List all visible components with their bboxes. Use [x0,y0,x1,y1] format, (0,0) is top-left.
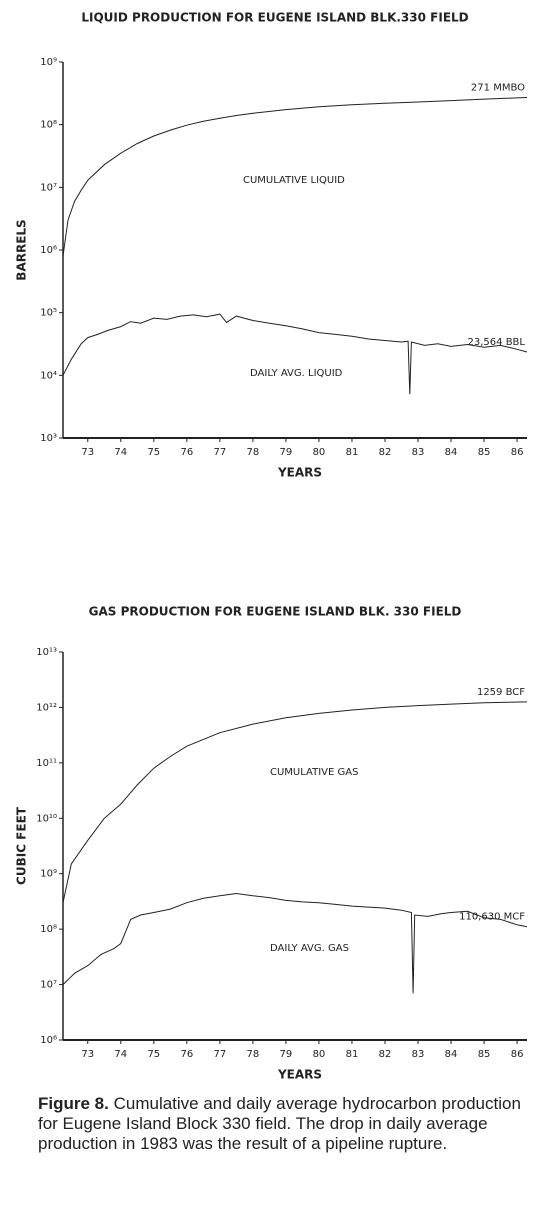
y-tick-label: 10³ [40,433,57,444]
x-tick-label: 84 [445,1049,458,1060]
y-axis-label: BARRELS [15,219,29,280]
x-tick-label: 80 [313,447,326,458]
series-label: CUMULATIVE LIQUID [243,175,345,186]
x-tick-label: 79 [280,447,293,458]
caption-text: Cumulative and daily average hydrocarbon… [38,1094,521,1153]
series-line [62,701,528,903]
x-tick-label: 77 [214,447,227,458]
y-tick-label: 10⁶ [40,1035,57,1046]
y-tick-label: 10⁷ [40,182,57,193]
y-tick-label: 10¹⁰ [36,813,57,824]
chart-title: GAS PRODUCTION FOR EUGENE ISLAND BLK. 33… [89,605,462,619]
value-label: 23,564 BBL [468,337,526,348]
y-tick-label: 10⁸ [40,120,57,131]
x-axis-label: YEARS [277,1068,322,1082]
x-tick-label: 74 [114,1049,127,1060]
x-tick-label: 86 [511,1049,524,1060]
x-tick-label: 81 [346,1049,359,1060]
x-tick-label: 76 [180,1049,193,1060]
x-tick-label: 78 [247,447,260,458]
series-line [62,892,528,994]
x-tick-label: 85 [478,447,491,458]
x-tick-label: 73 [81,447,94,458]
y-tick-label: 10⁴ [40,370,57,381]
x-tick-label: 84 [445,447,458,458]
y-tick-label: 10⁶ [40,245,57,256]
x-axis-label: YEARS [277,466,322,480]
series-label: CUMULATIVE GAS [270,767,358,778]
series-line [62,313,528,395]
y-tick-label: 10⁹ [40,57,57,68]
x-tick-label: 86 [511,447,524,458]
x-tick-label: 73 [81,1049,94,1060]
x-tick-label: 81 [346,447,359,458]
series-label: DAILY AVG. GAS [270,943,349,954]
y-tick-label: 10⁵ [40,308,57,319]
y-tick-label: 10¹¹ [36,758,57,769]
y-tick-label: 10⁸ [40,924,57,935]
caption-label: Figure 8. [38,1094,109,1113]
y-tick-label: 10⁹ [40,869,57,880]
value-label: 271 MMBO [471,83,525,94]
x-tick-label: 80 [313,1049,326,1060]
x-tick-label: 82 [379,447,392,458]
y-tick-label: 10¹² [36,702,57,713]
x-tick-label: 82 [379,1049,392,1060]
y-axis-label: CUBIC FEET [15,806,29,885]
x-tick-label: 83 [412,447,425,458]
x-tick-label: 76 [180,447,193,458]
caption: Figure 8. Cumulative and daily average h… [38,1094,530,1154]
x-tick-label: 74 [114,447,127,458]
x-tick-label: 85 [478,1049,491,1060]
y-tick-label: 10⁷ [40,980,57,991]
x-tick-label: 75 [147,447,160,458]
x-tick-label: 83 [412,1049,425,1060]
x-tick-label: 77 [214,1049,227,1060]
series-label: DAILY AVG. LIQUID [250,368,343,379]
value-label: 110,630 MCF [459,912,525,923]
value-label: 1259 BCF [477,687,525,698]
x-tick-label: 78 [247,1049,260,1060]
x-tick-label: 75 [147,1049,160,1060]
series-line [62,97,528,257]
chart-title: LIQUID PRODUCTION FOR EUGENE ISLAND BLK.… [81,11,468,25]
y-tick-label: 10¹³ [36,647,57,658]
x-tick-label: 79 [280,1049,293,1060]
figure: LIQUID PRODUCTION FOR EUGENE ISLAND BLK.… [15,11,528,1082]
